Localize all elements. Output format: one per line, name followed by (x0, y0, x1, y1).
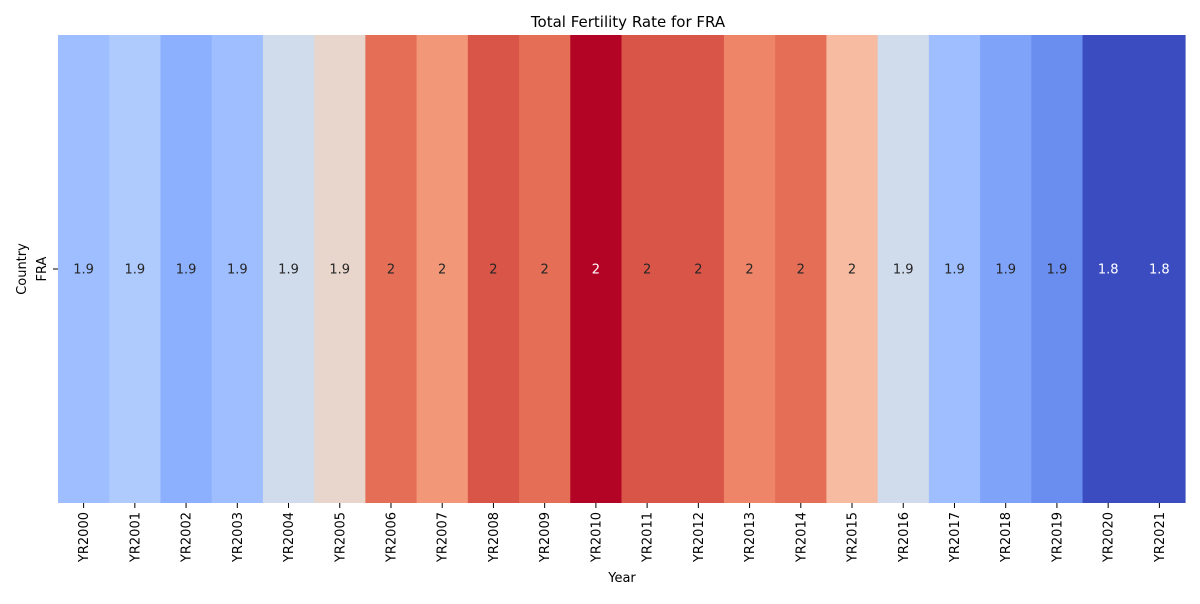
x-tick-label: YR2016 (897, 512, 912, 563)
x-tick-label: YR2001 (128, 512, 143, 563)
heatmap-cell (723, 35, 776, 503)
x-tick-label: YR2020 (1102, 512, 1117, 563)
cell-value-label: 1.9 (278, 263, 299, 278)
heatmap-cell (58, 35, 110, 503)
heatmap-cell (928, 35, 981, 503)
x-tick-label: YR2017 (948, 512, 963, 563)
heatmap-cell (570, 35, 623, 503)
x-tick-label: YR2011 (641, 512, 656, 563)
y-axis-ticks: FRA (35, 256, 58, 281)
cell-value-label: 1.9 (124, 263, 145, 278)
x-tick-label: YR2008 (487, 512, 502, 563)
cell-value-label: 2 (797, 263, 805, 278)
y-tick-label: FRA (35, 256, 50, 281)
heatmap-cell (211, 35, 264, 503)
x-tick-label: YR2010 (589, 512, 604, 563)
cell-value-label: 2 (643, 263, 651, 278)
x-tick-label: YR2021 (1153, 512, 1168, 563)
x-axis-label: Year (607, 571, 636, 586)
x-tick-label: YR2009 (538, 512, 553, 563)
x-tick-label: YR2000 (77, 512, 92, 563)
chart-title: Total Fertility Rate for FRA (530, 13, 726, 31)
y-axis-label: Country (15, 243, 30, 295)
cell-value-label: 1.9 (329, 263, 350, 278)
x-axis-ticks: YR2000 YR2001 YR2002 YR2003 YR2004 YR2005 YR20… (77, 503, 1168, 563)
cell-value-label: 2 (592, 263, 600, 278)
heatmap-cell (1031, 35, 1084, 503)
cell-value-label: 2 (694, 263, 702, 278)
cell-value-label: 2 (387, 263, 395, 278)
heatmap-cell (826, 35, 879, 503)
cell-value-label: 2 (848, 263, 856, 278)
heatmap-cell (775, 35, 828, 503)
x-tick-label: YR2005 (333, 512, 348, 563)
heatmap-cell (467, 35, 520, 503)
x-tick-label: YR2003 (231, 512, 246, 563)
cell-value-label: 1.9 (176, 263, 197, 278)
x-tick-label: YR2002 (180, 512, 195, 563)
x-tick-label: YR2018 (999, 512, 1014, 563)
cell-value-label: 1.9 (944, 263, 965, 278)
cell-value-label: 2 (541, 263, 549, 278)
cell-value-label: 1.9 (1047, 263, 1068, 278)
heatmap-cell (314, 35, 366, 503)
heatmap-cells: 1.9 1.9 1.9 1.9 1.9 1.9 2 2 2 2 2 2 2 2 2 2 1.9 1.9 1.9 1.9… (58, 35, 1186, 503)
heatmap-cell (109, 35, 162, 503)
x-tick-label: YR2007 (436, 512, 451, 563)
heatmap-cell (262, 35, 315, 503)
heatmap-cell (365, 35, 418, 503)
heatmap-cell (1133, 35, 1186, 503)
heatmap-cell (519, 35, 571, 503)
cell-value-label: 2 (489, 263, 497, 278)
heatmap-cell (877, 35, 930, 503)
x-tick-label: YR2006 (384, 512, 399, 563)
heatmap-cell (160, 35, 213, 503)
x-tick-label: YR2012 (692, 512, 707, 563)
cell-value-label: 1.8 (1149, 263, 1170, 278)
x-tick-label: YR2014 (794, 512, 809, 563)
cell-value-label: 1.8 (1098, 263, 1119, 278)
x-tick-label: YR2004 (282, 512, 297, 563)
x-tick-label: YR2015 (846, 512, 861, 563)
cell-value-label: 1.9 (893, 263, 914, 278)
heatmap-cell (672, 35, 725, 503)
heatmap-cell (416, 35, 469, 503)
heatmap-cell (621, 35, 674, 503)
x-tick-label: YR2019 (1050, 512, 1065, 563)
cell-value-label: 1.9 (73, 263, 94, 278)
heatmap-cell (980, 35, 1032, 503)
cell-value-label: 1.9 (227, 263, 248, 278)
x-tick-label: YR2013 (743, 512, 758, 563)
cell-value-label: 2 (745, 263, 753, 278)
cell-value-label: 2 (438, 263, 446, 278)
heatmap-cell (1082, 35, 1135, 503)
cell-value-label: 1.9 (995, 263, 1016, 278)
